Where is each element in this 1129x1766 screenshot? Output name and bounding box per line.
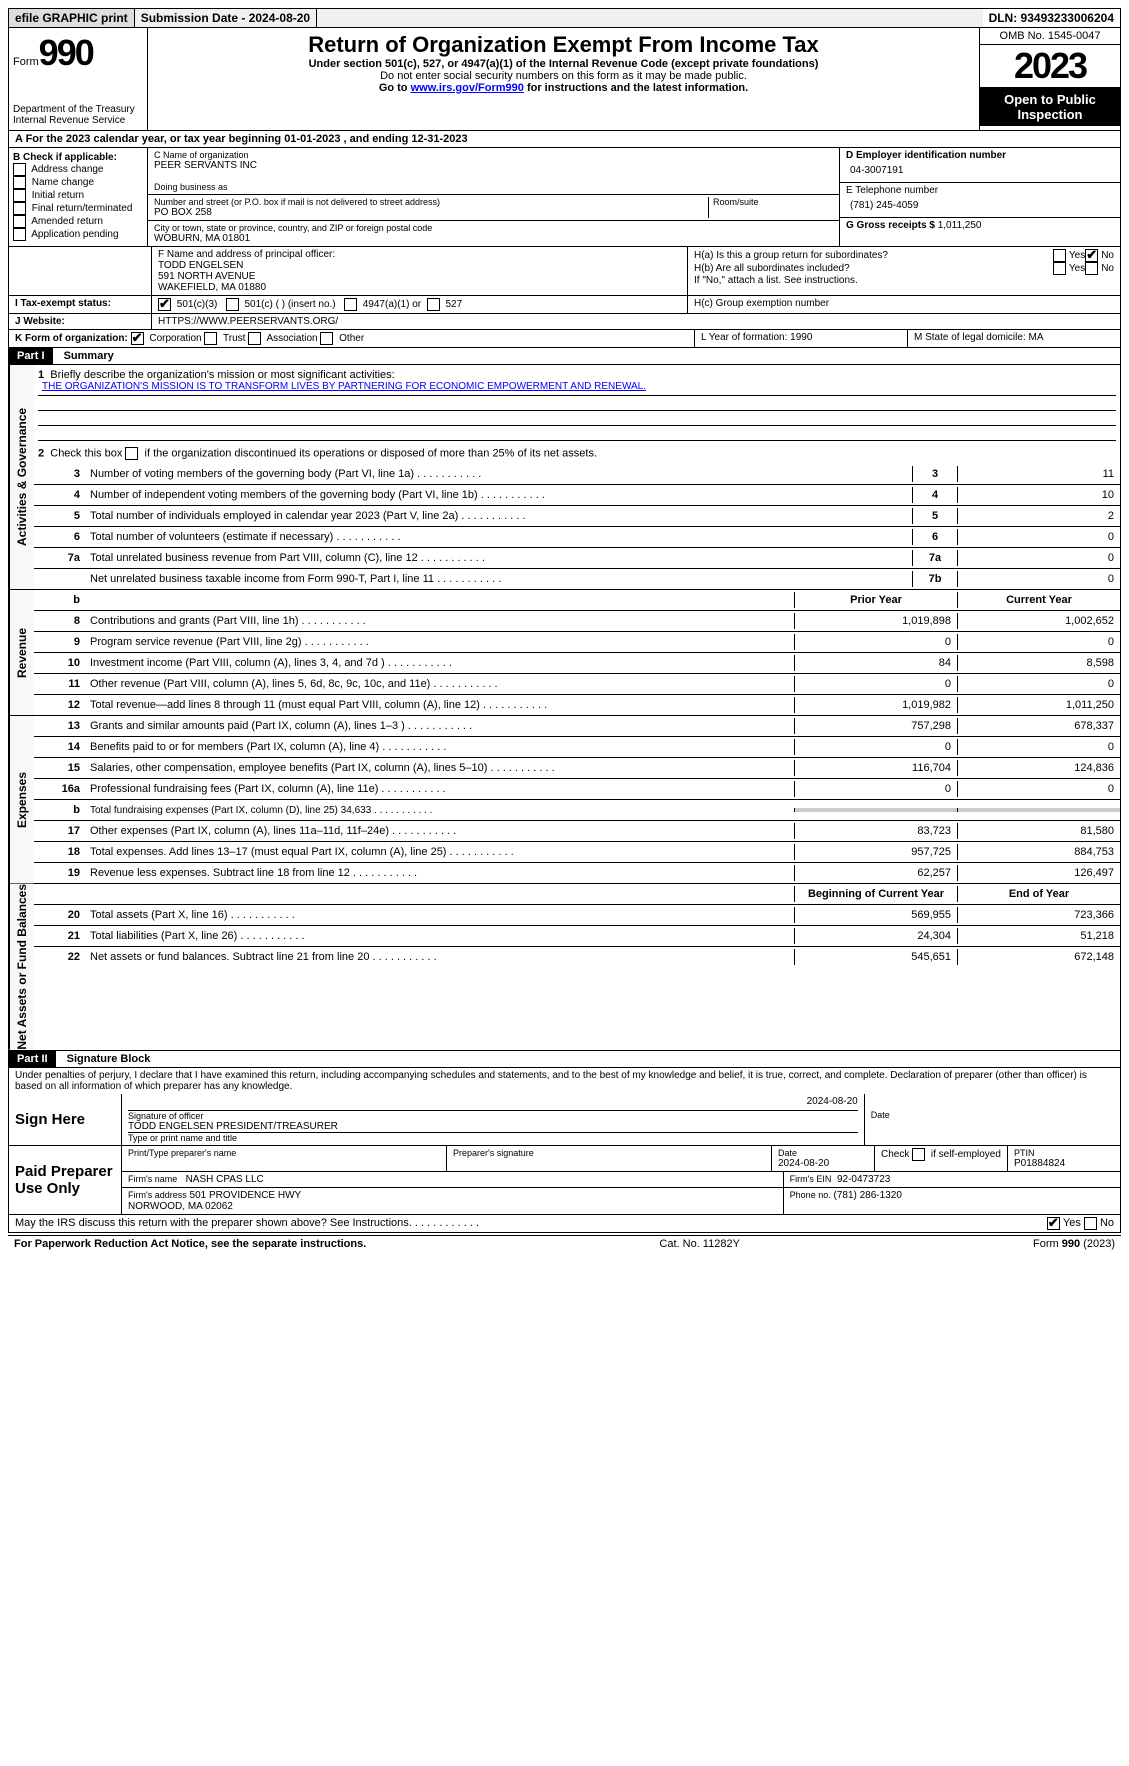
gross-receipts: 1,011,250 [938, 220, 982, 231]
discuss-yes-checkbox[interactable] [1047, 1217, 1060, 1230]
telephone: (781) 245-4059 [846, 196, 1114, 215]
side-expenses: Expenses [9, 716, 34, 883]
perjury-declaration: Under penalties of perjury, I declare th… [8, 1068, 1121, 1094]
column-b-checkboxes: B Check if applicable: Address change Na… [9, 148, 148, 246]
assoc-checkbox[interactable] [248, 332, 261, 345]
firm-phone: (781) 286-1320 [834, 1190, 902, 1201]
top-bar: efile GRAPHIC print Submission Date - 20… [8, 8, 1121, 28]
hb-no-checkbox[interactable] [1085, 262, 1098, 275]
4947-checkbox[interactable] [344, 298, 357, 311]
row-k-form-org: K Form of organization: Corporation Trus… [8, 330, 1121, 348]
sign-here-label: Sign Here [9, 1094, 122, 1145]
expenses-section: Expenses 13Grants and similar amounts pa… [8, 716, 1121, 884]
side-revenue: Revenue [9, 590, 34, 715]
ha-no-checkbox[interactable] [1085, 249, 1098, 262]
subtitle-1: Under section 501(c), 527, or 4947(a)(1)… [152, 58, 975, 70]
page-footer: For Paperwork Reduction Act Notice, see … [8, 1235, 1121, 1252]
corp-checkbox[interactable] [131, 332, 144, 345]
trust-checkbox[interactable] [204, 332, 217, 345]
row-f-h: F Name and address of principal officer:… [8, 247, 1121, 296]
info-grid: B Check if applicable: Address change Na… [8, 148, 1121, 247]
mission-text: THE ORGANIZATION'S MISSION IS TO TRANSFO… [38, 381, 1116, 396]
state-domicile: M State of legal domicile: MA [908, 330, 1120, 347]
colb-checkbox[interactable] [13, 189, 26, 202]
discuss-no-checkbox[interactable] [1084, 1217, 1097, 1230]
501c-checkbox[interactable] [226, 298, 239, 311]
column-d-ein: D Employer identification number 04-3007… [840, 148, 1120, 246]
line2-checkbox[interactable] [125, 447, 138, 460]
discuss-row: May the IRS discuss this return with the… [8, 1215, 1121, 1233]
form-label: Form [13, 56, 39, 68]
colb-checkbox[interactable] [13, 202, 26, 215]
form-number: 990 [39, 32, 93, 73]
website-url: HTTPS://WWW.PEERSERVANTS.ORG/ [152, 314, 1120, 329]
efile-print-button[interactable]: efile GRAPHIC print [9, 9, 135, 27]
tax-year: 2023 [980, 45, 1120, 88]
submission-date: Submission Date - 2024-08-20 [135, 9, 317, 27]
ptin: P01884824 [1014, 1158, 1114, 1169]
dln: DLN: 93493233006204 [983, 9, 1120, 27]
inspection-label: Open to Public Inspection [980, 88, 1120, 126]
self-emp-checkbox[interactable] [912, 1148, 925, 1161]
527-checkbox[interactable] [427, 298, 440, 311]
row-a-tax-year: A For the 2023 calendar year, or tax yea… [8, 131, 1121, 148]
paid-preparer-label: Paid Preparer Use Only [9, 1146, 122, 1214]
ein: 04-3007191 [846, 161, 1114, 180]
org-city: WOBURN, MA 01801 [154, 233, 833, 244]
part-1-header: Part I Summary [8, 348, 1121, 365]
side-governance: Activities & Governance [9, 365, 34, 589]
row-j-website: J Website: HTTPS://WWW.PEERSERVANTS.ORG/ [8, 314, 1121, 330]
subtitle-3: Go to www.irs.gov/Form990 for instructio… [152, 82, 975, 94]
part-2-header: Part II Signature Block [8, 1051, 1121, 1068]
principal-officer: TODD ENGELSEN 591 NORTH AVENUE WAKEFIELD… [158, 260, 681, 293]
subtitle-2: Do not enter social security numbers on … [152, 70, 975, 82]
firm-ein: 92-0473723 [837, 1174, 890, 1185]
row-i-tax-exempt: I Tax-exempt status: 501(c)(3) 501(c) ( … [8, 296, 1121, 314]
omb-number: OMB No. 1545-0047 [980, 28, 1120, 45]
dept-label: Department of the Treasury Internal Reve… [13, 104, 143, 126]
form-title: Return of Organization Exempt From Incom… [152, 32, 975, 58]
net-assets-section: Net Assets or Fund Balances Beginning of… [8, 884, 1121, 1051]
org-name: PEER SERVANTS INC [154, 160, 833, 171]
colb-checkbox[interactable] [13, 163, 26, 176]
firm-name: NASH CPAS LLC [186, 1174, 264, 1185]
501c3-checkbox[interactable] [158, 298, 171, 311]
other-checkbox[interactable] [320, 332, 333, 345]
officer-name: TODD ENGELSEN PRESIDENT/TREASURER [128, 1121, 858, 1132]
form-header: Form990 Department of the Treasury Inter… [8, 28, 1121, 131]
side-net-assets: Net Assets or Fund Balances [9, 884, 34, 1050]
colb-checkbox[interactable] [13, 176, 26, 189]
signature-block: Sign Here 2024-08-20 Signature of office… [8, 1094, 1121, 1215]
org-address: PO BOX 258 [154, 207, 708, 218]
ha-yes-checkbox[interactable] [1053, 249, 1066, 262]
revenue-section: Revenue b Prior Year Current Year 8Contr… [8, 590, 1121, 716]
irs-link[interactable]: www.irs.gov/Form990 [411, 82, 524, 94]
colb-checkbox[interactable] [13, 228, 26, 241]
governance-section: Activities & Governance 1 Briefly descri… [8, 365, 1121, 590]
year-formation: L Year of formation: 1990 [695, 330, 908, 347]
colb-checkbox[interactable] [13, 215, 26, 228]
hb-yes-checkbox[interactable] [1053, 262, 1066, 275]
column-c-org-info: C Name of organization PEER SERVANTS INC… [148, 148, 840, 246]
